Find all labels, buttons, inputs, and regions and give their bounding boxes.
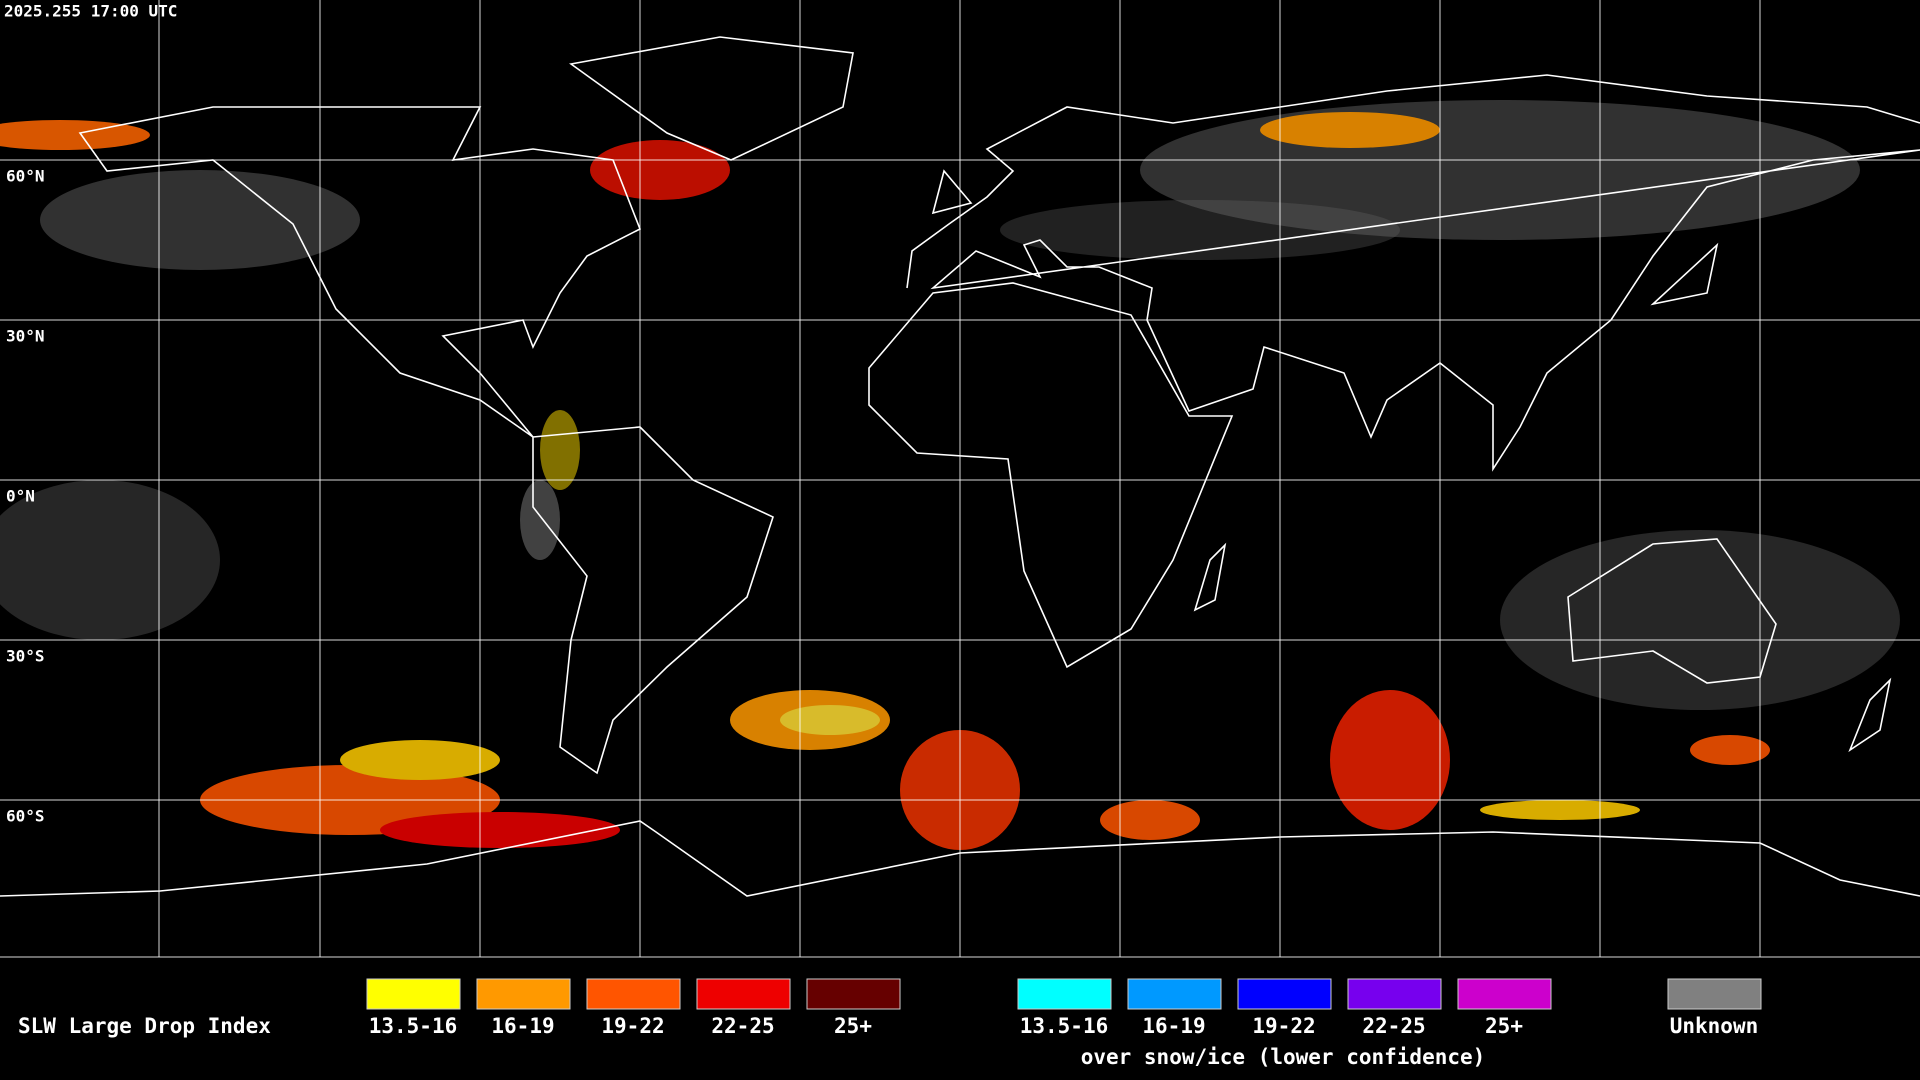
legend-swatch [1237, 978, 1332, 1010]
legend-label: 13.5-16 [369, 1014, 458, 1038]
legend-label: 22-25 [1362, 1014, 1425, 1038]
legend-label: 25+ [834, 1014, 872, 1038]
legend-swatch [1457, 978, 1552, 1010]
graticule [0, 0, 1920, 958]
latitude-label: 30°S [6, 647, 45, 666]
legend-swatch [366, 978, 461, 1010]
legend-label: 19-22 [1252, 1014, 1315, 1038]
legend-swatch [1017, 978, 1112, 1010]
legend-label: Unknown [1670, 1014, 1759, 1038]
map: 2025.255 17:00 UTC 60°N 30°N 0°N 30°S 60°S [0, 0, 1920, 958]
legend-label: 16-19 [491, 1014, 554, 1038]
legend-label: 16-19 [1142, 1014, 1205, 1038]
legend-title: SLW Large Drop Index [18, 1014, 271, 1038]
latitude-label: 60°S [6, 807, 45, 826]
latitude-label: 60°N [6, 167, 45, 186]
legend-label: 19-22 [601, 1014, 664, 1038]
legend-swatch [586, 978, 681, 1010]
legend-label: 22-25 [711, 1014, 774, 1038]
latitude-label: 30°N [6, 327, 45, 346]
legend-swatch [806, 978, 901, 1010]
legend-note: over snow/ice (lower confidence) [1081, 1045, 1486, 1069]
latitude-label: 0°N [6, 487, 35, 506]
cloud-patches [0, 100, 1900, 850]
legend-swatch [476, 978, 571, 1010]
timestamp: 2025.255 17:00 UTC [4, 2, 177, 21]
legend-label: 13.5-16 [1020, 1014, 1109, 1038]
latitude-labels: 60°N 30°N 0°N 30°S 60°S [6, 167, 45, 826]
legend-swatch [1667, 978, 1762, 1010]
legend-swatch [1347, 978, 1442, 1010]
legend: SLW Large Drop Index 13.5-16 16-19 19-22 22… [18, 978, 1762, 1069]
legend-label: 25+ [1485, 1014, 1523, 1038]
legend-swatch [696, 978, 791, 1010]
legend-swatch [1127, 978, 1222, 1010]
